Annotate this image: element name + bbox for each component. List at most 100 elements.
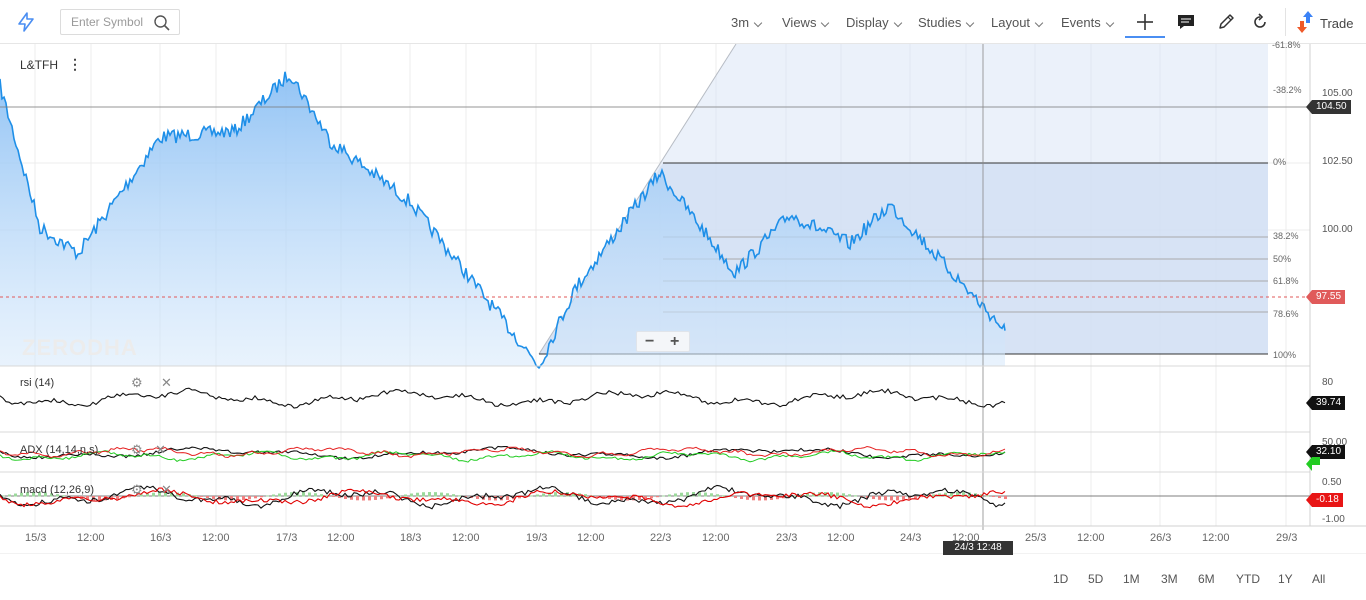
macd-histogram-bar bbox=[770, 496, 773, 500]
macd-histogram-bar bbox=[20, 492, 23, 497]
menu-layout-label: Layout bbox=[991, 15, 1031, 30]
trade-button[interactable]: Trade bbox=[1320, 16, 1354, 31]
gear-icon[interactable]: ⚙ bbox=[131, 482, 143, 497]
price-chart[interactable] bbox=[0, 44, 1366, 554]
y-tick-105: 105.00 bbox=[1322, 88, 1353, 99]
macd-histogram-bar bbox=[2, 495, 5, 497]
macd-histogram-bar bbox=[56, 494, 59, 497]
period-button-1m[interactable]: 1M bbox=[1123, 572, 1140, 586]
macd-histogram-bar bbox=[140, 494, 143, 497]
macd-histogram-bar bbox=[452, 494, 455, 497]
macd-histogram-bar bbox=[902, 496, 905, 500]
reset-icon[interactable] bbox=[1250, 12, 1270, 32]
x-axis-label: 24/3 bbox=[900, 532, 922, 544]
macd-histogram-bar bbox=[536, 494, 539, 497]
macd-histogram-bar bbox=[632, 496, 635, 501]
macd-histogram-bar bbox=[410, 493, 413, 497]
close-icon[interactable]: ✕ bbox=[161, 375, 172, 390]
x-axis-label: 22/3 bbox=[650, 532, 672, 544]
adx-tick-50: 50.00 bbox=[1322, 437, 1348, 448]
search-icon[interactable] bbox=[153, 14, 171, 32]
macd-value-tag: -0.18 bbox=[1306, 493, 1343, 507]
zoom-in-button[interactable]: + bbox=[670, 333, 680, 350]
macd-histogram-bar bbox=[26, 492, 29, 497]
macd-histogram-bar bbox=[704, 492, 707, 497]
pencil-icon[interactable] bbox=[1216, 12, 1236, 32]
price-line bbox=[0, 71, 1006, 370]
period-button-all[interactable]: All bbox=[1312, 572, 1326, 586]
macd-histogram-bar bbox=[434, 492, 437, 497]
macd-histogram-bar bbox=[998, 496, 1001, 499]
zoom-control: − + bbox=[636, 331, 690, 352]
macd-histogram-bar bbox=[1004, 496, 1007, 500]
macd-histogram-bar bbox=[854, 495, 857, 497]
rsi-label: rsi (14) bbox=[20, 377, 55, 389]
macd-histogram-bar bbox=[260, 496, 263, 498]
macd-histogram-bar bbox=[680, 492, 683, 497]
trade-arrows-icon[interactable] bbox=[1296, 10, 1316, 34]
macd-tick-neg1: -1.00 bbox=[1322, 514, 1345, 525]
macd-histogram-bar bbox=[524, 496, 527, 498]
bolt-icon[interactable] bbox=[15, 11, 37, 33]
period-button-1y[interactable]: 1Y bbox=[1278, 572, 1293, 586]
menu-views[interactable]: Views bbox=[782, 15, 830, 30]
symbol-search-input[interactable] bbox=[71, 10, 159, 34]
symbol-menu-icon[interactable]: ⋮ bbox=[68, 56, 82, 72]
comment-icon[interactable] bbox=[1176, 12, 1196, 32]
symbol-search-box[interactable] bbox=[60, 9, 180, 35]
macd-histogram-bar bbox=[404, 494, 407, 497]
macd-histogram-bar bbox=[200, 496, 203, 497]
macd-histogram-bar bbox=[884, 496, 887, 501]
x-axis-label: 23/3 bbox=[776, 532, 798, 544]
macd-histogram-bar bbox=[614, 496, 617, 500]
macd-histogram-bar bbox=[344, 496, 347, 499]
x-axis-label: 12:00 bbox=[1202, 532, 1230, 544]
symbol-label[interactable]: L&TFH bbox=[20, 58, 59, 72]
gear-icon[interactable]: ⚙ bbox=[131, 375, 143, 390]
toolbar: 3m Views Display Studies Layout Events T… bbox=[0, 0, 1366, 44]
period-button-ytd[interactable]: YTD bbox=[1236, 572, 1260, 586]
fib-label-78: 78.6% bbox=[1273, 309, 1299, 319]
macd-histogram-bar bbox=[308, 492, 311, 497]
macd-histogram-bar bbox=[110, 496, 113, 500]
menu-events[interactable]: Events bbox=[1061, 15, 1114, 30]
macd-histogram-bar bbox=[458, 495, 461, 497]
macd-tick-0-5: 0.50 bbox=[1322, 477, 1342, 488]
macd-histogram-bar bbox=[14, 493, 17, 497]
x-axis-label: 25/3 bbox=[1025, 532, 1047, 544]
macd-histogram-bar bbox=[710, 493, 713, 497]
macd-histogram-bar bbox=[650, 496, 653, 499]
menu-layout[interactable]: Layout bbox=[991, 15, 1044, 30]
menu-studies[interactable]: Studies bbox=[918, 15, 975, 30]
macd-histogram-bar bbox=[74, 496, 77, 498]
period-button-5d[interactable]: 5D bbox=[1088, 572, 1104, 586]
macd-histogram-bar bbox=[158, 492, 161, 497]
macd-histogram-bar bbox=[362, 496, 365, 501]
period-button-3m[interactable]: 3M bbox=[1161, 572, 1178, 586]
macd-histogram-bar bbox=[398, 495, 401, 497]
macd-histogram-bar bbox=[752, 496, 755, 501]
x-axis-label: 12:00 bbox=[202, 532, 230, 544]
adx-label: ADX (14,14,n,s) bbox=[20, 444, 99, 456]
period-button-6m[interactable]: 6M bbox=[1198, 572, 1215, 586]
gear-icon[interactable]: ⚙ bbox=[131, 442, 143, 457]
macd-histogram-bar bbox=[878, 496, 881, 500]
period-button-1d[interactable]: 1D bbox=[1053, 572, 1069, 586]
menu-period[interactable]: 3m bbox=[731, 15, 763, 30]
zoom-out-button[interactable]: − bbox=[645, 333, 655, 350]
chevron-down-icon bbox=[821, 18, 830, 28]
macd-histogram-bar bbox=[836, 492, 839, 497]
macd-histogram-bar bbox=[530, 495, 533, 497]
macd-histogram-bar bbox=[170, 492, 173, 497]
macd-histogram-bar bbox=[338, 496, 341, 499]
macd-histogram-bar bbox=[146, 493, 149, 497]
close-icon[interactable]: ✕ bbox=[161, 482, 172, 497]
menu-display[interactable]: Display bbox=[846, 15, 902, 30]
macd-histogram-bar bbox=[332, 496, 335, 497]
macd-histogram-bar bbox=[266, 495, 269, 497]
close-icon[interactable]: ✕ bbox=[155, 442, 166, 457]
macd-histogram-bar bbox=[320, 494, 323, 497]
crosshair-icon[interactable] bbox=[1135, 12, 1155, 32]
macd-histogram-bar bbox=[602, 496, 605, 499]
macd-histogram-bar bbox=[212, 496, 215, 499]
